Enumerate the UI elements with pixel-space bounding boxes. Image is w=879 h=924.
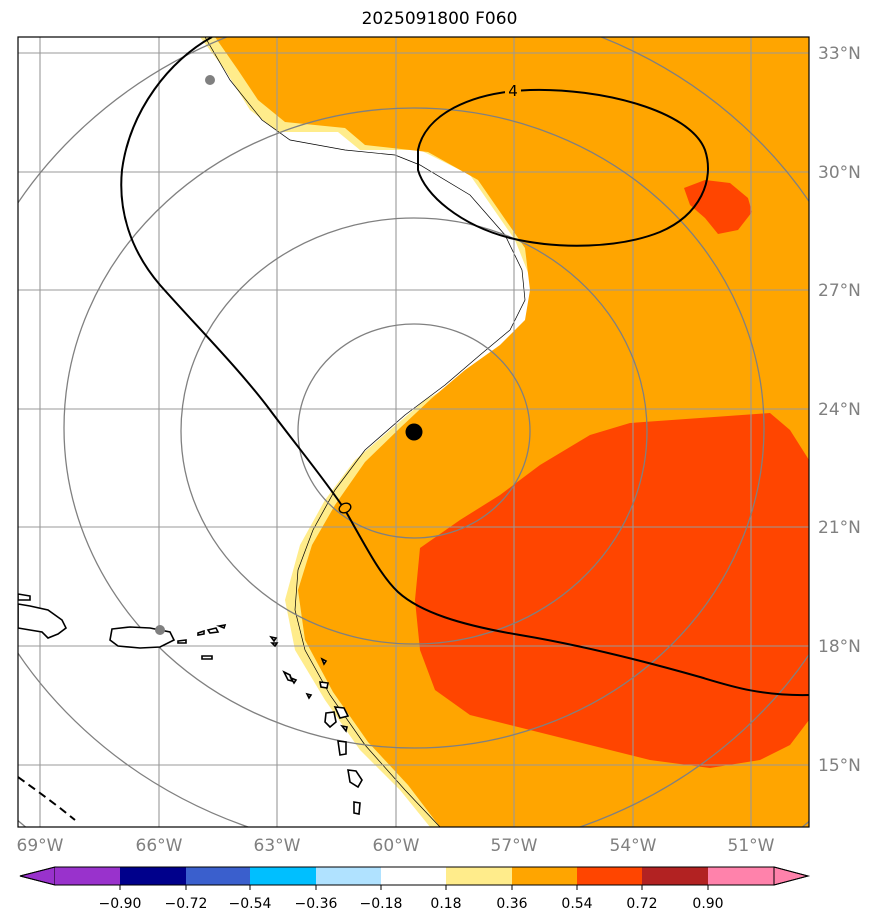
colorbar-tick-label: 0.36 [496, 896, 527, 912]
lon-tick-label: 60°W [373, 836, 420, 856]
colorbar-tick-label: −0.54 [229, 896, 272, 912]
field-band-red-orange-north [684, 180, 752, 234]
island-small [201, 655, 213, 660]
colorbar-segment [446, 867, 512, 885]
grey-marker [205, 75, 215, 85]
grey-marker [155, 625, 165, 635]
range-ring [63, 107, 765, 749]
island-small [269, 635, 278, 643]
island-small [333, 706, 350, 719]
lat-tick-label: 27°N [818, 281, 861, 301]
colorbar-ticks [119, 885, 709, 890]
colorbar-segment [512, 867, 577, 885]
island-small [353, 801, 361, 815]
colorbar-segment [577, 867, 642, 885]
lon-tick-label: 63°W [254, 836, 301, 856]
island-small [347, 769, 363, 789]
lon-tick-label: 51°W [728, 836, 775, 856]
lon-tick-labels: 69°W 66°W 63°W 60°W 57°W 54°W 51°W [17, 836, 775, 856]
lon-tick-label: 54°W [610, 836, 657, 856]
map-title: 2025091800 F060 [361, 9, 518, 29]
contour-line-0 [120, 37, 809, 697]
colorbar: −0.90 −0.72 −0.54 −0.36 −0.18 0.18 0.36 … [19, 866, 810, 912]
lat-tick-labels: 33°N 30°N 27°N 24°N 21°N 18°N 15°N [818, 44, 861, 776]
lon-tick-label: 57°W [491, 836, 538, 856]
storm-center-marker [405, 423, 423, 441]
colorbar-tick-label: 0.54 [561, 896, 592, 912]
map-frame [17, 36, 810, 828]
lat-tick-label: 33°N [818, 44, 861, 64]
colorbar-extend-min [19, 866, 56, 886]
contour-label-0-marker [338, 502, 352, 514]
colorbar-tick-label: −0.90 [99, 896, 142, 912]
colorbar-tick-label: 0.90 [692, 896, 723, 912]
island-small [337, 740, 347, 756]
island-small [197, 629, 205, 636]
colorbar-segment [250, 867, 316, 885]
colorbar-segment [316, 867, 381, 885]
colorbar-tick-label: 0.18 [430, 896, 461, 912]
colorbar-tick-label: 0.72 [626, 896, 657, 912]
island-bahamas-edge [18, 593, 31, 601]
contour-label-4: 4 [508, 82, 518, 100]
colorbar-segment [381, 867, 446, 885]
island-small [305, 692, 313, 700]
colorbar-tick-label: −0.18 [360, 896, 403, 912]
range-ring [180, 217, 648, 645]
lat-tick-label: 21°N [818, 518, 861, 538]
coastlines [18, 593, 363, 815]
island-small [289, 676, 298, 685]
lat-tick-label: 18°N [818, 637, 861, 657]
colorbar-segment [642, 867, 708, 885]
lon-tick-label: 69°W [17, 836, 64, 856]
island-small [320, 657, 328, 666]
dashed-boundary [18, 776, 76, 821]
island-small [270, 642, 279, 648]
lat-tick-label: 15°N [818, 756, 861, 776]
island-small [318, 681, 329, 689]
colorbar-segment [708, 867, 774, 885]
colorbar-extend-max [773, 866, 810, 886]
lon-tick-label: 66°W [136, 836, 183, 856]
field-edge-line [204, 37, 526, 827]
island-small [340, 724, 348, 733]
lat-tick-label: 24°N [818, 400, 861, 420]
lat-tick-label: 30°N [818, 163, 861, 183]
colorbar-segment [120, 867, 186, 885]
island-small [206, 627, 220, 634]
island-small [216, 623, 227, 630]
island-hispaniola-east [18, 603, 68, 639]
colorbar-tick-label: −0.72 [165, 896, 208, 912]
colorbar-outline [19, 866, 810, 886]
colorbar-segment [186, 867, 250, 885]
colorbar-tick-label: −0.36 [295, 896, 338, 912]
range-ring [297, 323, 531, 539]
island-small [324, 711, 337, 729]
colorbar-tick-labels: −0.90 −0.72 −0.54 −0.36 −0.18 0.18 0.36 … [99, 896, 724, 912]
island-small [177, 639, 187, 644]
colorbar-segment [55, 867, 120, 885]
